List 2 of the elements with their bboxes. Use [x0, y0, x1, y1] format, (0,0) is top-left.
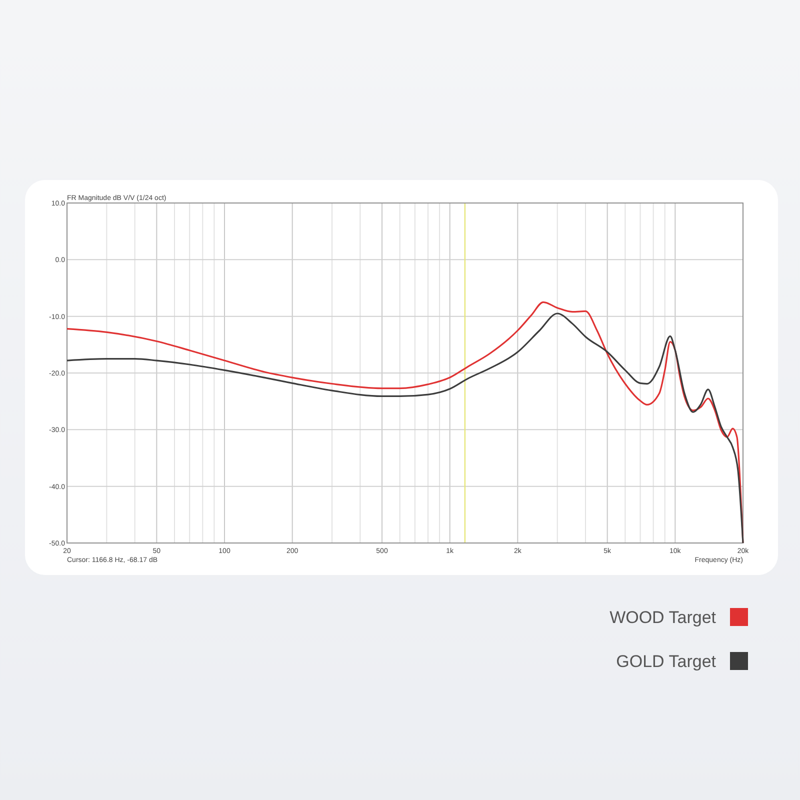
legend-label: WOOD Target	[610, 608, 716, 627]
legend-label: GOLD Target	[616, 652, 716, 671]
